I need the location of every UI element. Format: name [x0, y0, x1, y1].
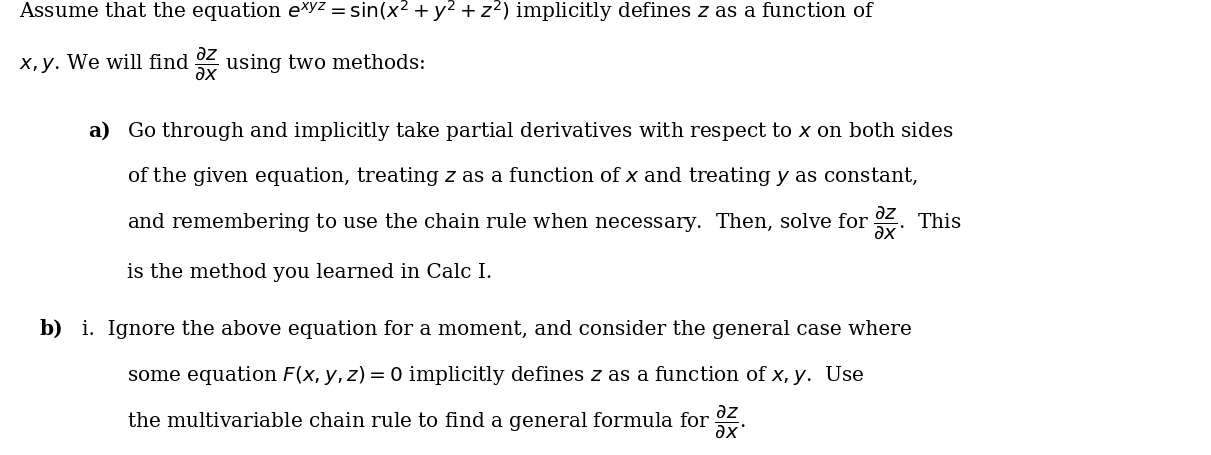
Text: $x, y$. We will find $\dfrac{\partial z}{\partial x}$ using two methods:: $x, y$. We will find $\dfrac{\partial z}…	[19, 45, 426, 81]
Text: b): b)	[40, 318, 64, 339]
Text: Assume that the equation $e^{xyz} = \sin(x^2 + y^2 + z^2)$ implicitly defines $z: Assume that the equation $e^{xyz} = \sin…	[19, 0, 876, 25]
Text: a): a)	[88, 121, 111, 141]
Text: some equation $F(x, y, z) = 0$ implicitly defines $z$ as a function of $x, y$.  : some equation $F(x, y, z) = 0$ implicitl…	[127, 363, 865, 386]
Text: Go through and implicitly take partial derivatives with respect to $x$ on both s: Go through and implicitly take partial d…	[127, 120, 953, 142]
Text: is the method you learned in Calc I.: is the method you learned in Calc I.	[127, 263, 493, 282]
Text: i.  Ignore the above equation for a moment, and consider the general case where: i. Ignore the above equation for a momen…	[82, 319, 912, 339]
Text: the multivariable chain rule to find a general formula for $\dfrac{\partial z}{\: the multivariable chain rule to find a g…	[127, 402, 746, 439]
Text: and remembering to use the chain rule when necessary.  Then, solve for $\dfrac{\: and remembering to use the chain rule wh…	[127, 204, 962, 241]
Text: of the given equation, treating $z$ as a function of $x$ and treating $y$ as con: of the given equation, treating $z$ as a…	[127, 165, 918, 188]
